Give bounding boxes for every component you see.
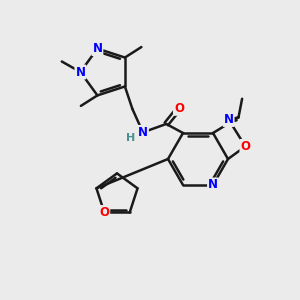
Text: N: N xyxy=(224,113,234,126)
Text: N: N xyxy=(92,42,102,55)
Text: N: N xyxy=(208,178,218,191)
Text: H: H xyxy=(126,133,135,143)
Text: O: O xyxy=(240,140,250,153)
Text: N: N xyxy=(138,126,148,139)
Text: O: O xyxy=(174,102,184,115)
Text: O: O xyxy=(99,206,109,219)
Text: N: N xyxy=(75,65,85,79)
